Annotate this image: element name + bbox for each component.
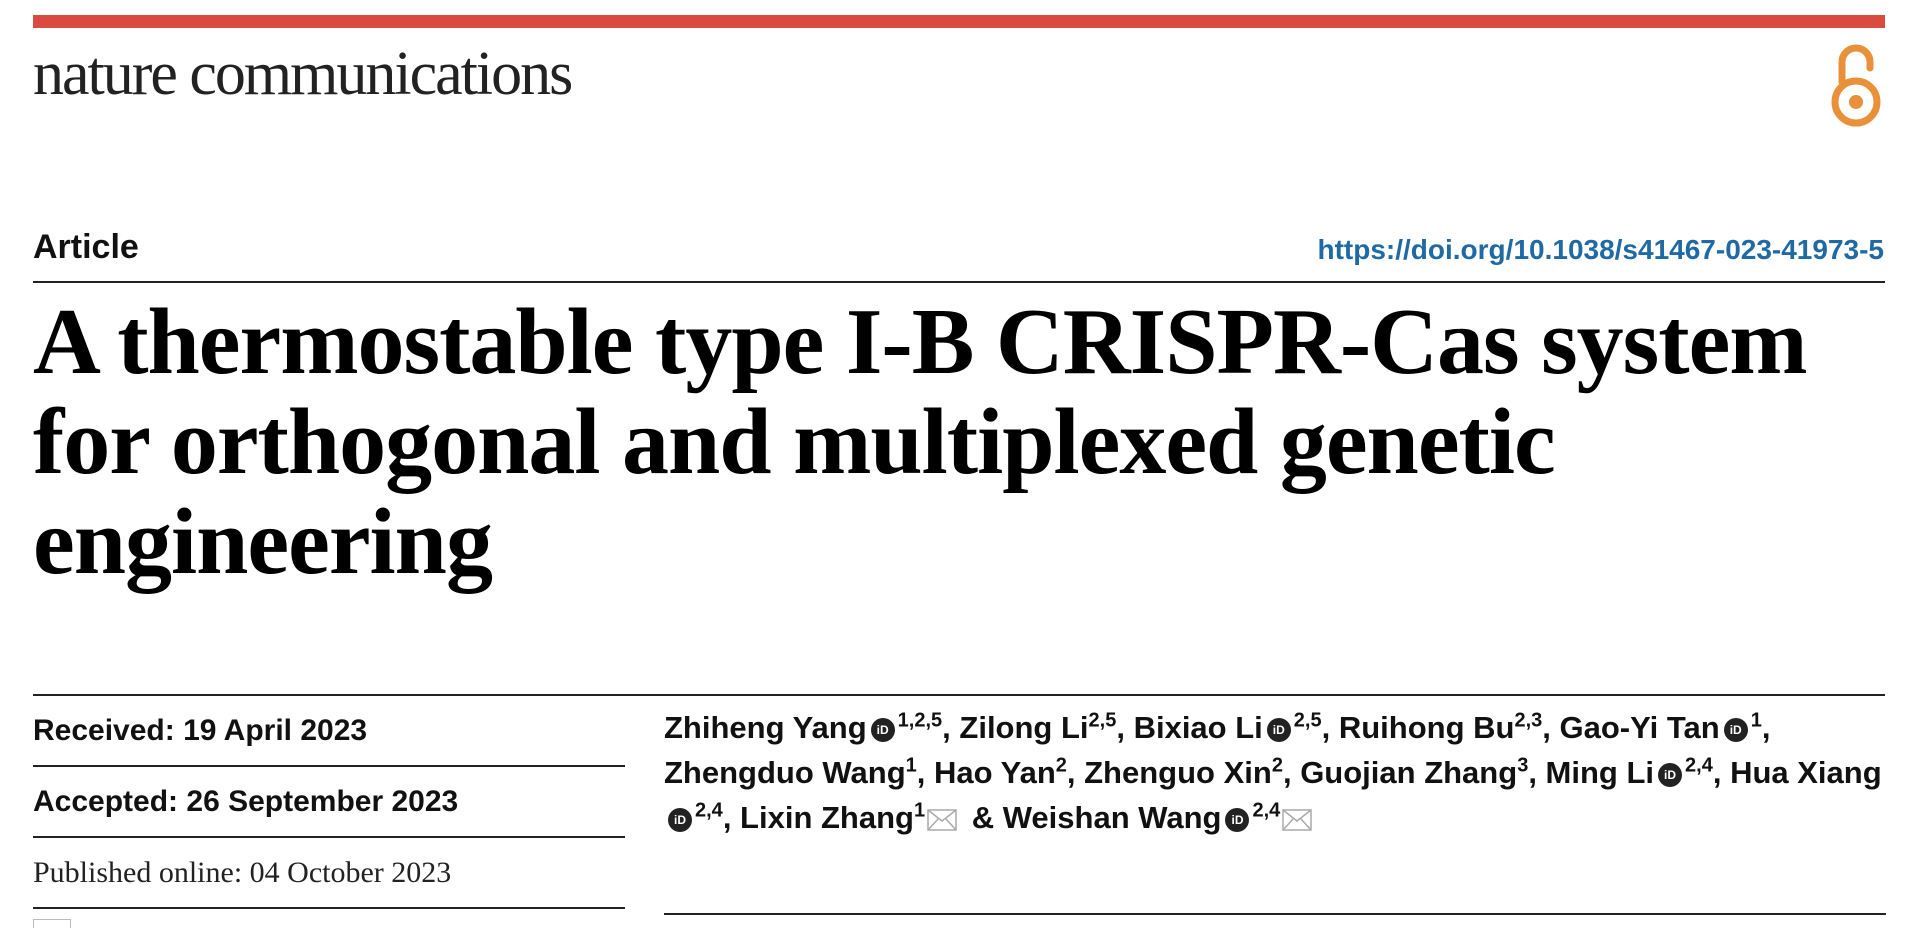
published-date: Published online: 04 October 2023 [33,838,625,909]
journal-accent-bar [33,15,1885,28]
author-name[interactable]: Bixiao Li [1133,710,1263,745]
author-name[interactable]: Hua Xiang [1730,755,1882,790]
published-value: 04 October 2023 [249,855,452,889]
affiliation-marker[interactable]: 2,4 [695,799,723,822]
email-icon[interactable] [927,809,957,831]
accepted-value: 26 September 2023 [186,784,459,818]
author: Gao-Yi Tan iD 1 [1560,710,1762,745]
author: Zhiheng Yang iD 1,2,5 [664,710,942,745]
divider [664,913,1886,915]
published-label: Published online: [33,855,243,889]
author: Zhenguo Xin2 [1084,755,1283,790]
author: Ming Li iD 2,4 [1546,755,1713,790]
affiliation-marker[interactable]: 1 [913,799,926,822]
open-access-lock-icon[interactable] [1828,38,1884,128]
author-name[interactable]: Hao Yan [934,755,1056,790]
author: Weishan Wang iD 2,4 [1003,800,1319,835]
article-type: Article [33,228,139,266]
orcid-icon[interactable]: iD [668,807,692,832]
author-name[interactable]: Zhiheng Yang [664,710,867,745]
author: Zhengduo Wang1 [664,755,917,790]
author-name[interactable]: Guojian Zhang [1300,755,1518,790]
accepted-date: Accepted: 26 September 2023 [33,767,625,838]
author: Ruihong Bu2,3 [1339,710,1542,745]
affiliation-marker[interactable]: 2 [1271,754,1283,777]
orcid-icon[interactable]: iD [1723,717,1748,742]
author-name[interactable]: Zhengduo Wang [664,755,906,790]
author-name[interactable]: Lixin Zhang [740,800,914,835]
author: Guojian Zhang3 [1300,755,1528,790]
accepted-label: Accepted: [33,784,179,818]
received-value: 19 April 2023 [183,713,368,747]
orcid-icon[interactable]: iD [1658,762,1683,787]
author-name[interactable]: Ming Li [1545,755,1655,790]
author-list: Zhiheng Yang iD 1,2,5, Zilong Li2,5, Bixia… [664,709,1882,835]
author-name[interactable]: Zhenguo Xin [1084,755,1272,790]
affiliation-marker[interactable]: 1 [905,754,917,777]
orcid-icon[interactable]: iD [1266,717,1291,742]
affiliation-marker[interactable]: 2,4 [1252,799,1281,822]
author: Hua XiangiD 2,4 [664,755,1882,835]
author: Zilong Li2,5 [959,710,1116,745]
received-label: Received: [33,713,175,747]
affiliation-marker[interactable]: 2,3 [1514,709,1543,732]
author: Lixin Zhang1 [740,800,963,835]
received-date: Received: 19 April 2023 [33,696,625,767]
affiliation-marker[interactable]: 2,4 [1685,754,1713,777]
author: Hao Yan2 [934,755,1067,790]
affiliation-marker[interactable]: 3 [1517,754,1529,777]
orcid-icon[interactable]: iD [1225,807,1250,832]
author-name[interactable]: Ruihong Bu [1338,710,1515,745]
orcid-icon[interactable]: iD [870,717,895,742]
author-name[interactable]: Zilong Li [959,710,1089,745]
divider [33,694,1885,696]
affiliation-marker[interactable]: 1 [1750,709,1762,732]
affiliation-marker[interactable]: 2,5 [1293,709,1322,732]
email-icon[interactable] [1282,809,1313,831]
cropped-element [33,919,71,928]
author-name[interactable]: Gao-Yi Tan [1559,710,1720,745]
doi-link[interactable]: https://doi.org/10.1038/s41467-023-41973… [1317,234,1884,265]
article-title: A thermostable type I-B CRISPR-Cas syste… [33,290,1808,594]
journal-name[interactable]: nature communications [33,40,573,108]
divider [33,281,1885,283]
author: Bixiao Li iD 2,5 [1134,710,1322,745]
affiliation-marker[interactable]: 2 [1055,754,1067,777]
affiliation-marker[interactable]: 1,2,5 [897,709,943,732]
affiliation-marker[interactable]: 2,5 [1088,709,1117,732]
dates-panel: Received: 19 April 2023 Accepted: 26 Sep… [33,696,625,909]
author-name[interactable]: Weishan Wang [1002,800,1222,835]
